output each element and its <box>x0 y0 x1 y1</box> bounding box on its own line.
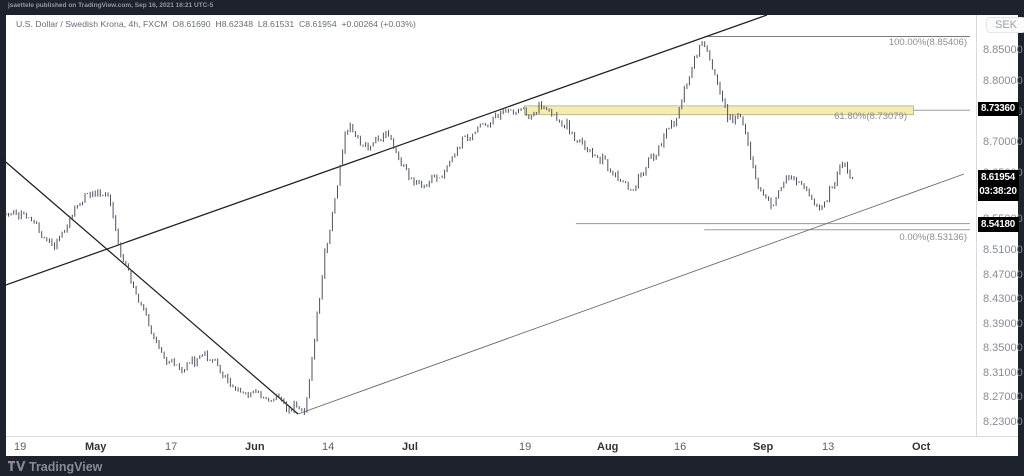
svg-text:0.00%(8.53136): 0.00%(8.53136) <box>899 232 967 243</box>
svg-text:61.80%(8.73079): 61.80%(8.73079) <box>834 111 907 122</box>
svg-text:100.00%(8.85406): 100.00%(8.85406) <box>889 37 967 48</box>
